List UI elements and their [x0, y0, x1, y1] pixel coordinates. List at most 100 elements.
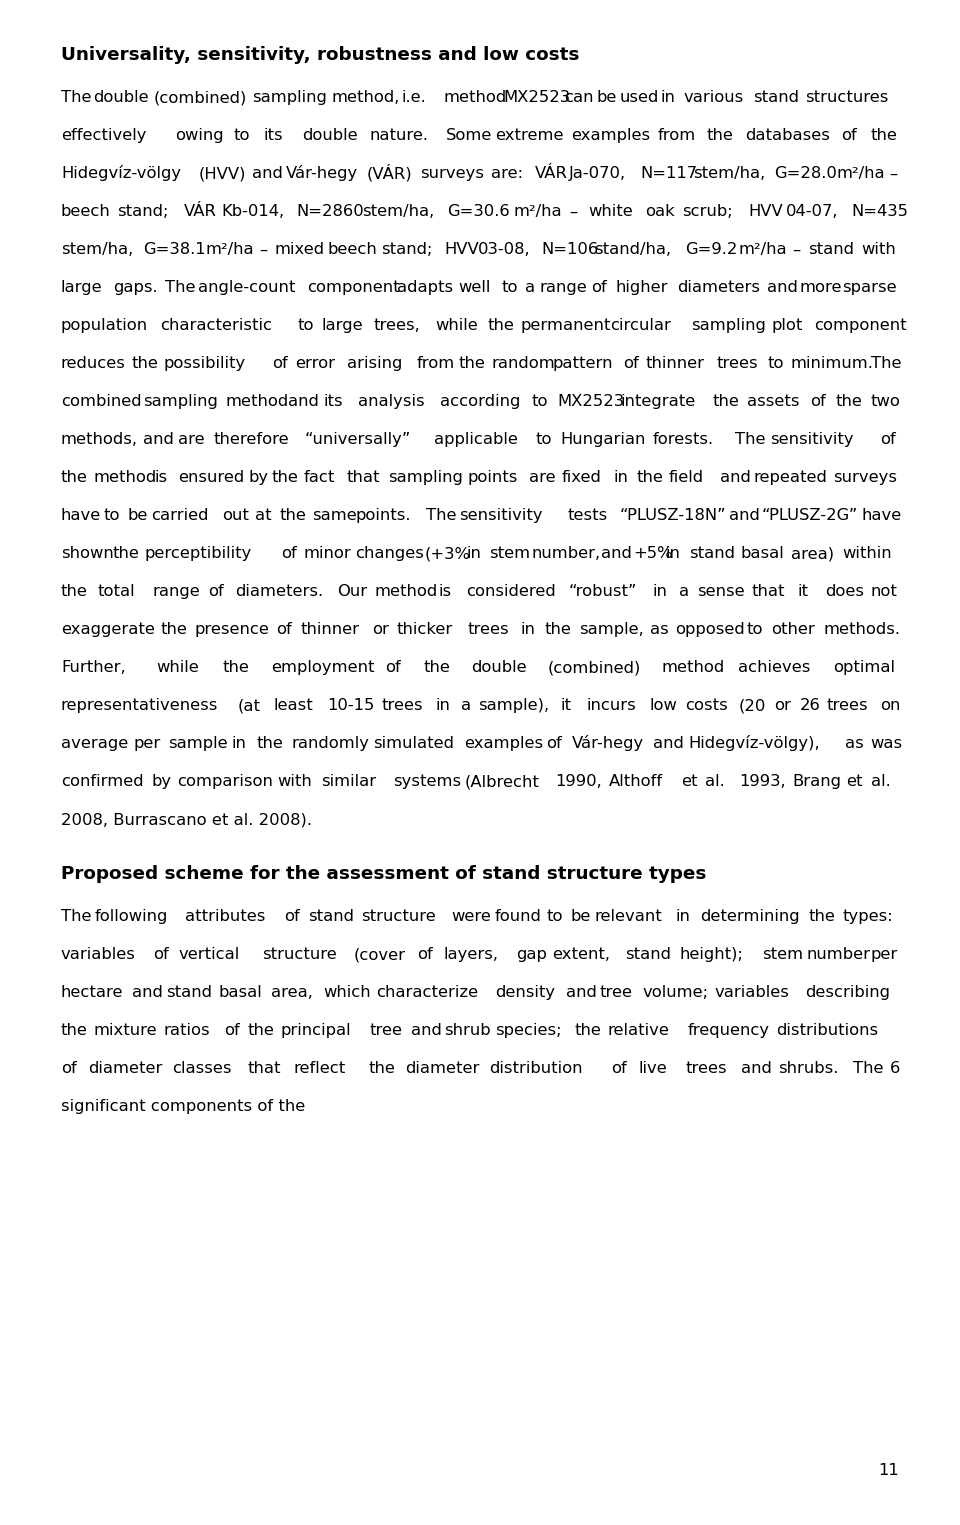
Text: low: low — [650, 698, 678, 714]
Text: attributes: attributes — [184, 909, 265, 924]
Text: Hungarian: Hungarian — [561, 432, 646, 447]
Text: trees,: trees, — [373, 319, 420, 334]
Text: sparse: sparse — [842, 281, 897, 296]
Text: characteristic: characteristic — [160, 319, 273, 334]
Text: “PLUSZ-2G”: “PLUSZ-2G” — [762, 508, 858, 523]
Text: surveys: surveys — [833, 470, 897, 485]
Text: ratios: ratios — [164, 1023, 210, 1039]
Text: minor: minor — [303, 546, 351, 561]
Text: N=117: N=117 — [640, 166, 698, 181]
Text: sample: sample — [168, 737, 228, 752]
Text: sampling: sampling — [143, 395, 218, 409]
Text: at: at — [255, 508, 272, 523]
Text: changes: changes — [354, 546, 423, 561]
Text: sample),: sample), — [478, 698, 549, 714]
Text: hectare: hectare — [61, 985, 124, 1000]
Text: 1993,: 1993, — [739, 775, 786, 790]
Text: fixed: fixed — [562, 470, 602, 485]
Text: from: from — [417, 357, 455, 371]
Text: in: in — [676, 909, 690, 924]
Text: to: to — [104, 508, 120, 523]
Text: structure: structure — [361, 909, 436, 924]
Text: or: or — [775, 698, 791, 714]
Text: and: and — [566, 985, 597, 1000]
Text: to: to — [532, 395, 548, 409]
Text: method: method — [661, 660, 725, 676]
Text: the: the — [248, 1023, 275, 1039]
Text: Our: Our — [338, 584, 368, 599]
Text: to: to — [233, 128, 250, 143]
Text: examples: examples — [465, 737, 543, 752]
Text: extent,: extent, — [552, 947, 610, 962]
Text: Kb-014,: Kb-014, — [221, 204, 284, 220]
Text: to: to — [546, 909, 564, 924]
Text: method,: method, — [331, 90, 399, 105]
Text: classes: classes — [173, 1061, 232, 1077]
Text: points: points — [468, 470, 518, 485]
Text: the: the — [423, 660, 450, 676]
Text: to: to — [501, 281, 517, 296]
Text: optimal: optimal — [833, 660, 895, 676]
Text: range: range — [540, 281, 587, 296]
Text: more: more — [800, 281, 842, 296]
Text: and: and — [741, 1061, 772, 1077]
Text: et: et — [681, 775, 697, 790]
Text: MX2523: MX2523 — [558, 395, 625, 409]
Text: basal: basal — [219, 985, 262, 1000]
Text: “universally”: “universally” — [304, 432, 411, 447]
Text: and: and — [729, 508, 759, 523]
Text: stand: stand — [308, 909, 354, 924]
Text: tree: tree — [370, 1023, 402, 1039]
Text: of: of — [280, 546, 297, 561]
Text: (combined): (combined) — [547, 660, 641, 676]
Text: higher: higher — [615, 281, 667, 296]
Text: Vár-hegy: Vár-hegy — [285, 165, 358, 181]
Text: sensitivity: sensitivity — [770, 432, 853, 447]
Text: the: the — [61, 1023, 87, 1039]
Text: systems: systems — [393, 775, 461, 790]
Text: carried: carried — [151, 508, 208, 523]
Text: stand: stand — [754, 90, 800, 105]
Text: vertical: vertical — [179, 947, 240, 962]
Text: number: number — [807, 947, 871, 962]
Text: 2008, Burrascano et al. 2008).: 2008, Burrascano et al. 2008). — [61, 813, 312, 827]
Text: analysis: analysis — [358, 395, 425, 409]
Text: combined: combined — [61, 395, 141, 409]
Text: The: The — [852, 1061, 883, 1077]
Text: of: of — [841, 128, 857, 143]
Text: principal: principal — [280, 1023, 350, 1039]
Text: and: and — [720, 470, 752, 485]
Text: be: be — [128, 508, 148, 523]
Text: N=2860: N=2860 — [297, 204, 364, 220]
Text: the: the — [223, 660, 250, 676]
Text: (Albrecht: (Albrecht — [465, 775, 540, 790]
Text: beech: beech — [61, 204, 110, 220]
Text: the: the — [575, 1023, 602, 1039]
Text: comparison: comparison — [177, 775, 273, 790]
Text: angle-count: angle-count — [199, 281, 296, 296]
Text: total: total — [97, 584, 135, 599]
Text: scrub;: scrub; — [683, 204, 733, 220]
Text: stand;: stand; — [117, 204, 169, 220]
Text: Further,: Further, — [61, 660, 126, 676]
Text: or: or — [372, 622, 389, 637]
Text: considered: considered — [466, 584, 556, 599]
Text: assets: assets — [747, 395, 800, 409]
Text: structures: structures — [804, 90, 888, 105]
Text: diameters.: diameters. — [235, 584, 324, 599]
Text: shrub: shrub — [444, 1023, 491, 1039]
Text: of: of — [591, 281, 607, 296]
Text: The: The — [61, 90, 91, 105]
Text: permanent: permanent — [520, 319, 611, 334]
Text: used: used — [619, 90, 659, 105]
Text: surveys: surveys — [420, 166, 484, 181]
Text: and: and — [132, 985, 163, 1000]
Text: well: well — [459, 281, 491, 296]
Text: the: the — [871, 128, 898, 143]
Text: in: in — [436, 698, 450, 714]
Text: of: of — [612, 1061, 627, 1077]
Text: are: are — [529, 470, 556, 485]
Text: m²/ha: m²/ha — [739, 242, 787, 258]
Text: basal: basal — [740, 546, 783, 561]
Text: species;: species; — [495, 1023, 562, 1039]
